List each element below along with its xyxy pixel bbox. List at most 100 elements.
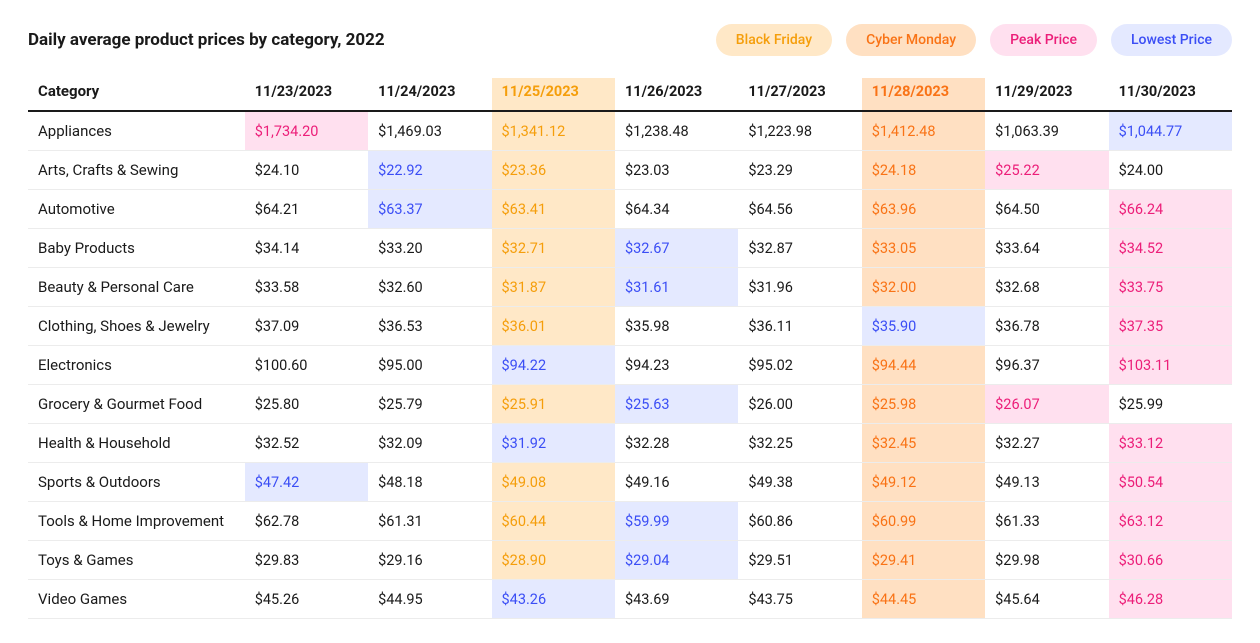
col-header-date: 11/27/2023 xyxy=(738,78,861,111)
category-cell: Sports & Outdoors xyxy=(28,463,245,502)
price-cell: $1,044.77 xyxy=(1109,111,1232,151)
category-cell: Video Games xyxy=(28,580,245,619)
price-cell: $23.03 xyxy=(615,151,738,190)
price-cell: $36.11 xyxy=(738,307,861,346)
price-cell: $31.87 xyxy=(492,268,615,307)
col-header-date: 11/23/2023 xyxy=(245,78,368,111)
price-cell: $95.00 xyxy=(368,346,491,385)
price-cell: $30.66 xyxy=(1109,541,1232,580)
table-row: Clothing, Shoes & Jewelry$37.09$36.53$36… xyxy=(28,307,1232,346)
price-cell: $36.01 xyxy=(492,307,615,346)
price-cell: $23.29 xyxy=(738,151,861,190)
price-cell: $60.99 xyxy=(862,502,985,541)
col-header-date: 11/29/2023 xyxy=(985,78,1108,111)
category-cell: Toys & Games xyxy=(28,541,245,580)
price-cell: $29.16 xyxy=(368,541,491,580)
table-row: Baby Products$34.14$33.20$32.71$32.67$32… xyxy=(28,229,1232,268)
price-cell: $64.56 xyxy=(738,190,861,229)
price-cell: $25.99 xyxy=(1109,385,1232,424)
price-cell: $36.78 xyxy=(985,307,1108,346)
price-cell: $23.36 xyxy=(492,151,615,190)
price-cell: $37.35 xyxy=(1109,307,1232,346)
price-cell: $32.27 xyxy=(985,424,1108,463)
price-cell: $33.20 xyxy=(368,229,491,268)
price-cell: $59.99 xyxy=(615,502,738,541)
price-cell: $62.78 xyxy=(245,502,368,541)
category-cell: Arts, Crafts & Sewing xyxy=(28,151,245,190)
header-row: Daily average product prices by category… xyxy=(28,24,1232,56)
price-cell: $48.18 xyxy=(368,463,491,502)
category-cell: Baby Products xyxy=(28,229,245,268)
price-cell: $1,238.48 xyxy=(615,111,738,151)
table-row: Sports & Outdoors$47.42$48.18$49.08$49.1… xyxy=(28,463,1232,502)
price-cell: $1,734.20 xyxy=(245,111,368,151)
price-cell: $24.18 xyxy=(862,151,985,190)
price-cell: $60.86 xyxy=(738,502,861,541)
price-cell: $24.10 xyxy=(245,151,368,190)
price-cell: $63.37 xyxy=(368,190,491,229)
price-table: Category11/23/202311/24/202311/25/202311… xyxy=(28,78,1232,619)
table-row: Automotive$64.21$63.37$63.41$64.34$64.56… xyxy=(28,190,1232,229)
category-cell: Automotive xyxy=(28,190,245,229)
category-cell: Grocery & Gourmet Food xyxy=(28,385,245,424)
price-cell: $44.45 xyxy=(862,580,985,619)
col-header-date: 11/25/2023 xyxy=(492,78,615,111)
price-cell: $28.90 xyxy=(492,541,615,580)
price-cell: $31.61 xyxy=(615,268,738,307)
price-cell: $33.75 xyxy=(1109,268,1232,307)
price-cell: $25.91 xyxy=(492,385,615,424)
price-cell: $29.41 xyxy=(862,541,985,580)
price-cell: $32.60 xyxy=(368,268,491,307)
price-cell: $33.05 xyxy=(862,229,985,268)
category-cell: Electronics xyxy=(28,346,245,385)
price-cell: $96.37 xyxy=(985,346,1108,385)
price-cell: $25.22 xyxy=(985,151,1108,190)
price-cell: $49.16 xyxy=(615,463,738,502)
price-cell: $49.12 xyxy=(862,463,985,502)
price-cell: $32.45 xyxy=(862,424,985,463)
category-cell: Tools & Home Improvement xyxy=(28,502,245,541)
price-cell: $26.07 xyxy=(985,385,1108,424)
price-cell: $32.25 xyxy=(738,424,861,463)
category-cell: Clothing, Shoes & Jewelry xyxy=(28,307,245,346)
price-cell: $1,469.03 xyxy=(368,111,491,151)
price-cell: $44.95 xyxy=(368,580,491,619)
price-cell: $94.23 xyxy=(615,346,738,385)
table-header-row: Category11/23/202311/24/202311/25/202311… xyxy=(28,78,1232,111)
price-cell: $60.44 xyxy=(492,502,615,541)
legend-chip: Cyber Monday xyxy=(846,24,976,56)
col-header-date: 11/24/2023 xyxy=(368,78,491,111)
legend-chip: Lowest Price xyxy=(1111,24,1232,56)
price-cell: $25.80 xyxy=(245,385,368,424)
legend-chip: Black Friday xyxy=(716,24,832,56)
page-title: Daily average product prices by category… xyxy=(28,30,385,50)
price-cell: $29.98 xyxy=(985,541,1108,580)
price-cell: $25.98 xyxy=(862,385,985,424)
price-cell: $45.26 xyxy=(245,580,368,619)
price-cell: $100.60 xyxy=(245,346,368,385)
price-cell: $64.50 xyxy=(985,190,1108,229)
price-cell: $63.41 xyxy=(492,190,615,229)
price-cell: $25.63 xyxy=(615,385,738,424)
price-cell: $37.09 xyxy=(245,307,368,346)
price-cell: $33.12 xyxy=(1109,424,1232,463)
price-cell: $66.24 xyxy=(1109,190,1232,229)
price-cell: $32.87 xyxy=(738,229,861,268)
price-cell: $94.22 xyxy=(492,346,615,385)
table-row: Health & Household$32.52$32.09$31.92$32.… xyxy=(28,424,1232,463)
price-cell: $32.67 xyxy=(615,229,738,268)
price-cell: $29.04 xyxy=(615,541,738,580)
price-cell: $1,223.98 xyxy=(738,111,861,151)
table-row: Toys & Games$29.83$29.16$28.90$29.04$29.… xyxy=(28,541,1232,580)
price-cell: $1,063.39 xyxy=(985,111,1108,151)
price-cell: $25.79 xyxy=(368,385,491,424)
price-cell: $32.71 xyxy=(492,229,615,268)
col-header-date: 11/30/2023 xyxy=(1109,78,1232,111)
table-row: Tools & Home Improvement$62.78$61.31$60.… xyxy=(28,502,1232,541)
price-cell: $32.68 xyxy=(985,268,1108,307)
price-cell: $43.69 xyxy=(615,580,738,619)
price-cell: $32.28 xyxy=(615,424,738,463)
table-row: Grocery & Gourmet Food$25.80$25.79$25.91… xyxy=(28,385,1232,424)
price-cell: $64.21 xyxy=(245,190,368,229)
category-cell: Beauty & Personal Care xyxy=(28,268,245,307)
